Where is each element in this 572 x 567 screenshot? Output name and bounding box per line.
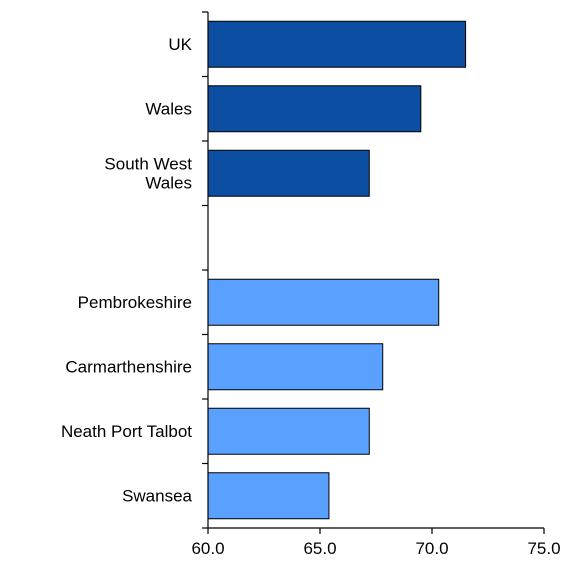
bar-wales <box>207 85 422 133</box>
category-label: South West <box>104 154 192 173</box>
bar-carmarthenshire <box>207 343 384 391</box>
category-label: Neath Port Talbot <box>61 422 192 441</box>
category-label: Swansea <box>122 486 192 505</box>
axes-group <box>202 11 545 534</box>
bars-group <box>207 20 467 520</box>
category-label: Wales <box>145 99 192 118</box>
bar-south-west-wales <box>207 149 370 197</box>
bar-swansea <box>207 472 330 520</box>
x-tick-label: 60.0 <box>191 539 224 558</box>
x-tick-label: 65.0 <box>303 539 336 558</box>
bar-uk <box>207 20 467 68</box>
x-tick-label: 70.0 <box>415 539 448 558</box>
bar-neath-port-talbot <box>207 407 370 455</box>
category-label: Pembrokeshire <box>78 293 192 312</box>
x-tick-label: 75.0 <box>527 539 560 558</box>
category-label: Wales <box>145 173 192 192</box>
tick-labels: 60.0 65.0 70.0 75.0 <box>191 539 560 558</box>
category-label: UK <box>168 35 192 54</box>
bar-pembrokeshire <box>207 278 440 326</box>
category-label: Carmarthenshire <box>65 357 192 376</box>
